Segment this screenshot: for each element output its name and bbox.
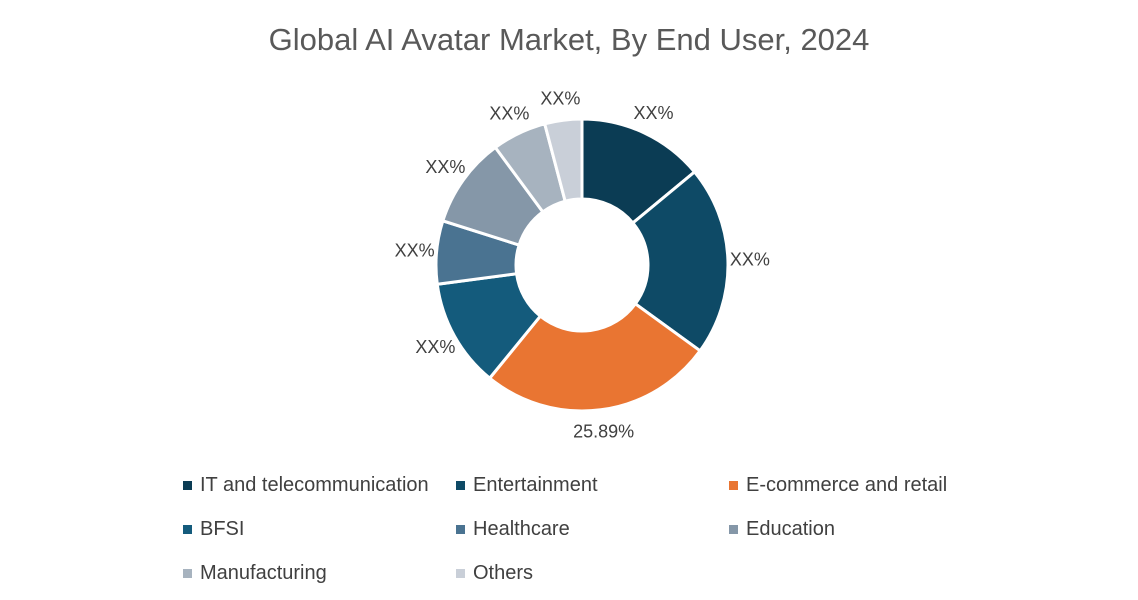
data-label: XX% [540,88,580,108]
data-label: XX% [489,103,529,123]
donut-chart: XX% XX% 25.89% XX% XX% XX% XX% XX% [395,88,770,442]
legend-label: Entertainment [473,474,598,496]
legend-swatch [456,525,465,534]
data-label: XX% [425,157,465,177]
legend-item: Education [729,518,835,541]
slice-others [542,117,584,204]
legend-label: Others [473,562,534,584]
data-label: XX% [395,240,435,260]
legend-item: Manufacturing [183,562,327,585]
legend-swatch [183,525,192,534]
legend-item: Healthcare [456,518,570,541]
legend-item: E-commerce and retail [729,474,947,497]
data-label: XX% [634,103,674,123]
legend-swatch [456,481,465,490]
slice-e-commerce-and-retail [487,301,703,413]
slice-entertainment [630,169,730,353]
data-label: 25.89% [573,422,634,442]
legend-label: BFSI [200,518,245,540]
legend-label: Education [746,518,835,540]
legend-label: Manufacturing [200,562,327,584]
legend-label: E-commerce and retail [746,474,948,496]
legend-item: Others [456,562,533,585]
legend-swatch [456,569,465,578]
legend-swatch [729,525,738,534]
legend-label: IT and telecommunication [200,474,429,496]
legend-item: BFSI [183,518,244,541]
legend-swatch [183,569,192,578]
legend-item: IT and telecommunication [183,474,429,497]
data-label: XX% [415,337,455,357]
chart-title: Global AI Avatar Market, By End User, 20… [268,22,870,57]
data-label: XX% [730,250,770,270]
legend-label: Healthcare [473,518,570,540]
legend-item: Entertainment [456,474,598,497]
legend-swatch [729,481,738,490]
legend-swatch [183,481,192,490]
